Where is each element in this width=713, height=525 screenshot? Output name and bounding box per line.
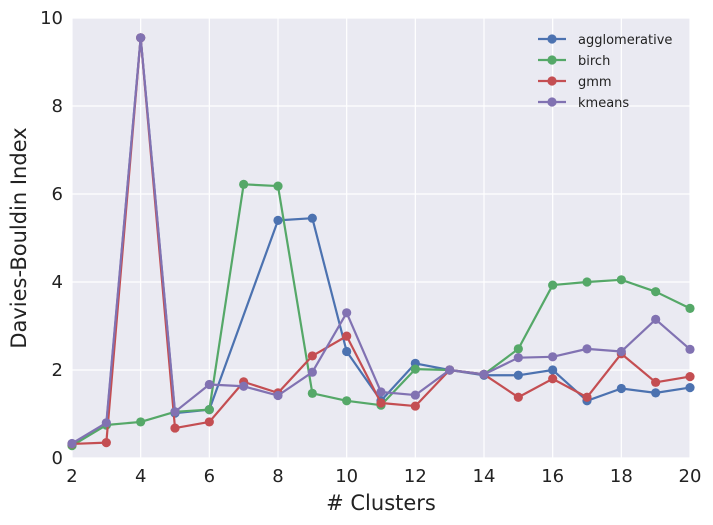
x-tick-label: 12: [404, 466, 427, 487]
x-tick-label: 20: [679, 466, 702, 487]
legend-item-kmeans: kmeans: [538, 96, 629, 111]
x-tick-label: 10: [335, 466, 358, 487]
data-point: [342, 346, 352, 357]
legend-label: gmm: [578, 75, 612, 90]
x-tick-label: 18: [610, 466, 633, 487]
x-tick-label: 2: [66, 466, 77, 487]
legend-label: birch: [578, 54, 610, 69]
data-point: [651, 377, 661, 387]
data-point: [616, 346, 626, 357]
legend-item-birch: birch: [538, 54, 610, 69]
data-point: [273, 390, 283, 401]
legend-item-gmm: gmm: [538, 75, 612, 90]
data-point: [513, 392, 523, 402]
x-tick-label: 16: [541, 466, 564, 487]
legend-marker: [547, 97, 557, 107]
y-tick-label: 4: [52, 272, 63, 293]
data-point: [204, 417, 214, 427]
data-point: [651, 314, 661, 324]
plot-background: [72, 18, 690, 458]
data-point: [307, 388, 317, 398]
legend: agglomerative birch gmm kmeans: [538, 33, 672, 111]
data-point: [685, 372, 695, 382]
x-tick-label: 4: [135, 466, 146, 487]
legend-label: agglomerative: [578, 33, 672, 48]
y-tick-label: 0: [52, 448, 63, 469]
y-tick-label: 6: [52, 184, 63, 205]
data-point: [685, 344, 695, 354]
x-axis-label: # Clusters: [326, 491, 436, 515]
data-point: [307, 367, 317, 377]
data-point: [685, 383, 695, 393]
legend-marker: [547, 34, 557, 44]
data-point: [548, 374, 558, 384]
data-point: [342, 308, 352, 318]
x-tick-labels: 2 4 6 8 10 12 14 16 18 20: [66, 466, 701, 487]
legend-marker: [547, 55, 557, 65]
legend-marker: [547, 76, 557, 86]
data-point: [101, 418, 111, 428]
data-point: [651, 287, 661, 297]
data-point: [67, 438, 77, 449]
x-tick-label: 8: [272, 466, 283, 487]
legend-label: kmeans: [578, 96, 629, 111]
x-tick-label: 6: [204, 466, 215, 487]
x-tick-label: 14: [473, 466, 496, 487]
data-point: [273, 181, 283, 191]
data-point: [136, 417, 146, 427]
data-point: [513, 344, 523, 354]
y-tick-labels: 0 2 4 6 8 10: [40, 8, 63, 469]
data-point: [685, 303, 695, 313]
y-axis-label: Davies-Bouldin Index: [7, 127, 31, 348]
data-point: [616, 275, 626, 285]
data-point: [582, 392, 592, 402]
data-point: [342, 331, 352, 341]
data-point: [479, 369, 489, 379]
y-tick-label: 10: [40, 8, 63, 29]
data-point: [170, 407, 180, 417]
data-point: [239, 381, 249, 391]
data-point: [273, 215, 283, 225]
data-point: [410, 390, 420, 400]
data-point: [342, 396, 352, 406]
data-point: [376, 387, 386, 397]
data-point: [445, 365, 455, 375]
grid: [71, 17, 691, 459]
data-point: [204, 379, 214, 390]
series-kmeans: [67, 33, 695, 449]
data-point: [101, 438, 111, 448]
data-point: [616, 383, 626, 394]
data-point: [582, 344, 592, 354]
data-point: [136, 33, 146, 43]
data-point: [548, 280, 558, 290]
y-tick-label: 2: [52, 360, 63, 381]
data-point: [204, 405, 214, 415]
data-point: [376, 398, 386, 408]
data-point: [513, 370, 523, 380]
data-point: [548, 365, 558, 375]
series-layer: [67, 33, 695, 451]
data-point: [582, 277, 592, 287]
data-point: [410, 364, 420, 374]
data-point: [410, 401, 420, 411]
data-point: [170, 423, 180, 433]
data-point: [307, 213, 317, 223]
data-point: [651, 388, 661, 398]
y-tick-label: 8: [52, 96, 63, 117]
data-point: [548, 352, 558, 362]
data-point: [239, 179, 249, 189]
legend-item-agglomerative: agglomerative: [538, 33, 672, 48]
data-point: [513, 353, 523, 363]
data-point: [307, 351, 317, 361]
